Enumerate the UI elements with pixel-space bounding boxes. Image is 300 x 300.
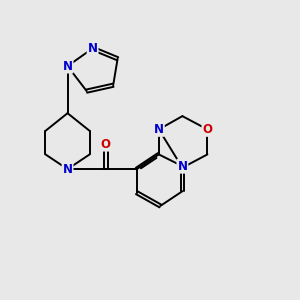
Text: O: O	[101, 138, 111, 151]
Text: N: N	[154, 123, 164, 136]
Text: N: N	[63, 60, 73, 73]
Text: N: N	[88, 42, 98, 55]
Text: O: O	[202, 123, 212, 136]
Text: N: N	[177, 160, 188, 173]
Text: N: N	[63, 163, 73, 176]
